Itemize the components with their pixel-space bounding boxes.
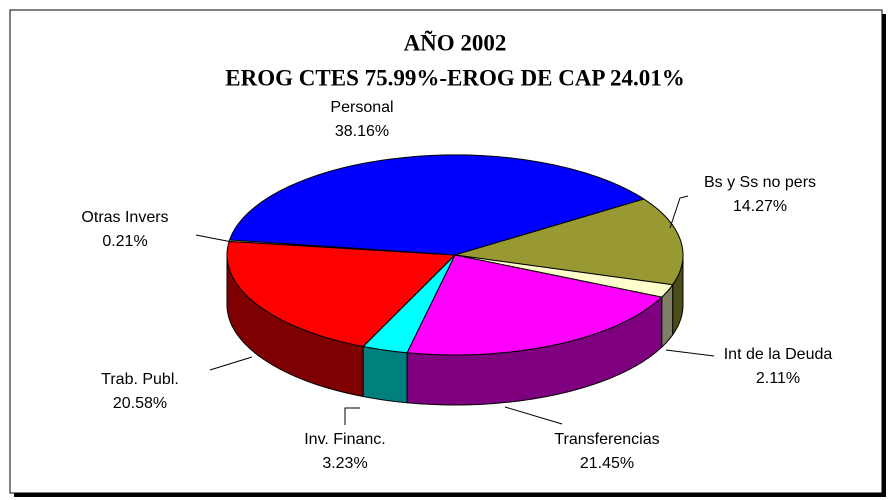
leader-line: [669, 195, 689, 229]
slice-value-label: 2.11%: [756, 370, 800, 387]
leader-line: [195, 234, 233, 243]
slice-label: Transferencias: [554, 431, 659, 448]
leader-line: [665, 349, 715, 357]
slice-value-label: 20.58%: [113, 395, 167, 412]
chart-subtitle: EROG CTES 75.99%-EROG DE CAP 24.01%: [225, 65, 684, 90]
slice: [406, 254, 663, 356]
slice-value-label: 0.21%: [102, 233, 147, 250]
slice: [228, 154, 646, 256]
leader-line: [504, 406, 563, 425]
leader-line: [209, 356, 253, 371]
chart-title: AÑO 2002: [404, 30, 507, 55]
slice-value-label: 21.45%: [580, 455, 634, 472]
leader-line: [344, 407, 360, 425]
slice-label: Int de la Deuda: [724, 346, 833, 363]
slice-label: Personal: [330, 99, 393, 116]
slice-label: Trab. Publ.: [101, 371, 179, 388]
slice: [454, 198, 684, 286]
slice-label: Inv. Financ.: [304, 431, 386, 448]
slice-label: Otras Invers: [81, 209, 168, 226]
slice: [226, 240, 457, 348]
slice-value-label: 38.16%: [335, 123, 389, 140]
slice-side: [362, 345, 408, 404]
slice-value-label: 3.23%: [322, 455, 367, 472]
slice-label: Bs y Ss no pers: [704, 174, 816, 191]
slice-value-label: 14.27%: [733, 198, 787, 215]
